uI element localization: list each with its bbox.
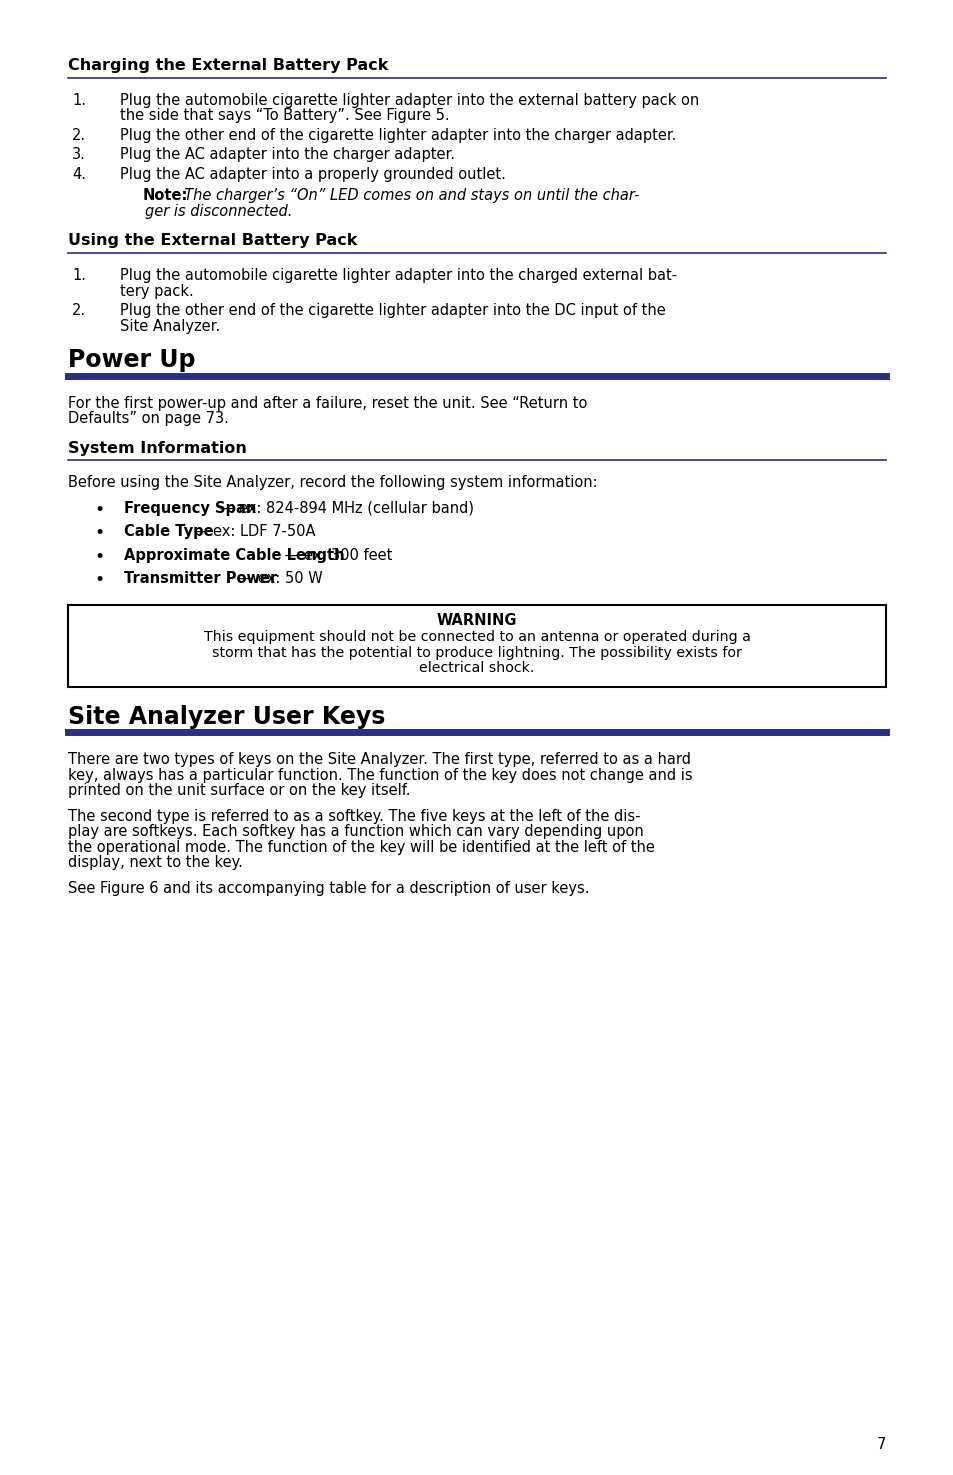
Text: ger is disconnected.: ger is disconnected. <box>145 204 292 218</box>
Text: Power Up: Power Up <box>68 348 195 372</box>
Text: 4.: 4. <box>71 167 86 181</box>
Text: This equipment should not be connected to an antenna or operated during a: This equipment should not be connected t… <box>203 630 750 645</box>
Text: 2.: 2. <box>71 128 86 143</box>
Text: 2.: 2. <box>71 304 86 319</box>
Text: Plug the AC adapter into a properly grounded outlet.: Plug the AC adapter into a properly grou… <box>120 167 505 181</box>
Text: Plug the other end of the cigarette lighter adapter into the charger adapter.: Plug the other end of the cigarette ligh… <box>120 128 676 143</box>
Text: Frequency Span: Frequency Span <box>124 502 256 516</box>
Text: WARNING: WARNING <box>436 614 517 628</box>
Text: Plug the automobile cigarette lighter adapter into the external battery pack on: Plug the automobile cigarette lighter ad… <box>120 93 699 108</box>
Text: •: • <box>94 525 105 543</box>
Text: •: • <box>94 502 105 519</box>
Text: display, next to the key.: display, next to the key. <box>68 855 243 870</box>
Text: Plug the other end of the cigarette lighter adapter into the DC input of the: Plug the other end of the cigarette ligh… <box>120 304 665 319</box>
Text: Cable Type: Cable Type <box>124 525 213 540</box>
Text: the side that says “To Battery”. See Figure 5.: the side that says “To Battery”. See Fig… <box>120 108 449 124</box>
Text: For the first power-up and after a failure, reset the unit. See “Return to: For the first power-up and after a failu… <box>68 395 587 410</box>
Text: Approximate Cable Length: Approximate Cable Length <box>124 549 344 563</box>
Text: Site Analyzer.: Site Analyzer. <box>120 319 220 333</box>
Text: printed on the unit surface or on the key itself.: printed on the unit surface or on the ke… <box>68 783 410 798</box>
Text: 1.: 1. <box>71 93 86 108</box>
Text: Plug the AC adapter into the charger adapter.: Plug the AC adapter into the charger ada… <box>120 148 455 162</box>
Bar <box>68 605 885 687</box>
Text: Using the External Battery Pack: Using the External Battery Pack <box>68 233 357 248</box>
Text: Transmitter Power: Transmitter Power <box>124 571 277 587</box>
Text: — ex: LDF 7‑50A: — ex: LDF 7‑50A <box>189 525 315 540</box>
Text: electrical shock.: electrical shock. <box>419 661 534 676</box>
Text: Defaults” on page 73.: Defaults” on page 73. <box>68 412 229 426</box>
Text: — ex: 300 feet: — ex: 300 feet <box>280 549 392 563</box>
Text: There are two types of keys on the Site Analyzer. The first type, referred to as: There are two types of keys on the Site … <box>68 752 690 767</box>
Text: 1.: 1. <box>71 268 86 283</box>
Text: key, always has a particular function. The function of the key does not change a: key, always has a particular function. T… <box>68 768 692 783</box>
Text: — ex: 824-894 MHz (cellular band): — ex: 824-894 MHz (cellular band) <box>214 502 474 516</box>
Text: The charger’s “On” LED comes on and stays on until the char-: The charger’s “On” LED comes on and stay… <box>175 189 639 204</box>
Text: Site Analyzer User Keys: Site Analyzer User Keys <box>68 705 385 729</box>
Text: the operational mode. The function of the key will be identified at the left of : the operational mode. The function of th… <box>68 839 654 856</box>
Text: System Information: System Information <box>68 441 247 456</box>
Text: tery pack.: tery pack. <box>120 283 193 298</box>
Text: Note:: Note: <box>143 189 188 204</box>
Text: The second type is referred to as a softkey. The five keys at the left of the di: The second type is referred to as a soft… <box>68 808 639 825</box>
Text: Before using the Site Analyzer, record the following system information:: Before using the Site Analyzer, record t… <box>68 475 597 491</box>
Text: play are softkeys. Each softkey has a function which can vary depending upon: play are softkeys. Each softkey has a fu… <box>68 825 643 839</box>
Text: storm that has the potential to produce lightning. The possibility exists for: storm that has the potential to produce … <box>212 646 741 659</box>
Text: 7: 7 <box>876 1437 885 1451</box>
Text: See Figure 6 and its accompanying table for a description of user keys.: See Figure 6 and its accompanying table … <box>68 881 589 895</box>
Text: Charging the External Battery Pack: Charging the External Battery Pack <box>68 58 388 72</box>
Text: •: • <box>94 571 105 590</box>
Text: — ex: 50 W: — ex: 50 W <box>234 571 323 587</box>
Text: Plug the automobile cigarette lighter adapter into the charged external bat-: Plug the automobile cigarette lighter ad… <box>120 268 677 283</box>
Text: 3.: 3. <box>72 148 86 162</box>
Text: •: • <box>94 549 105 566</box>
